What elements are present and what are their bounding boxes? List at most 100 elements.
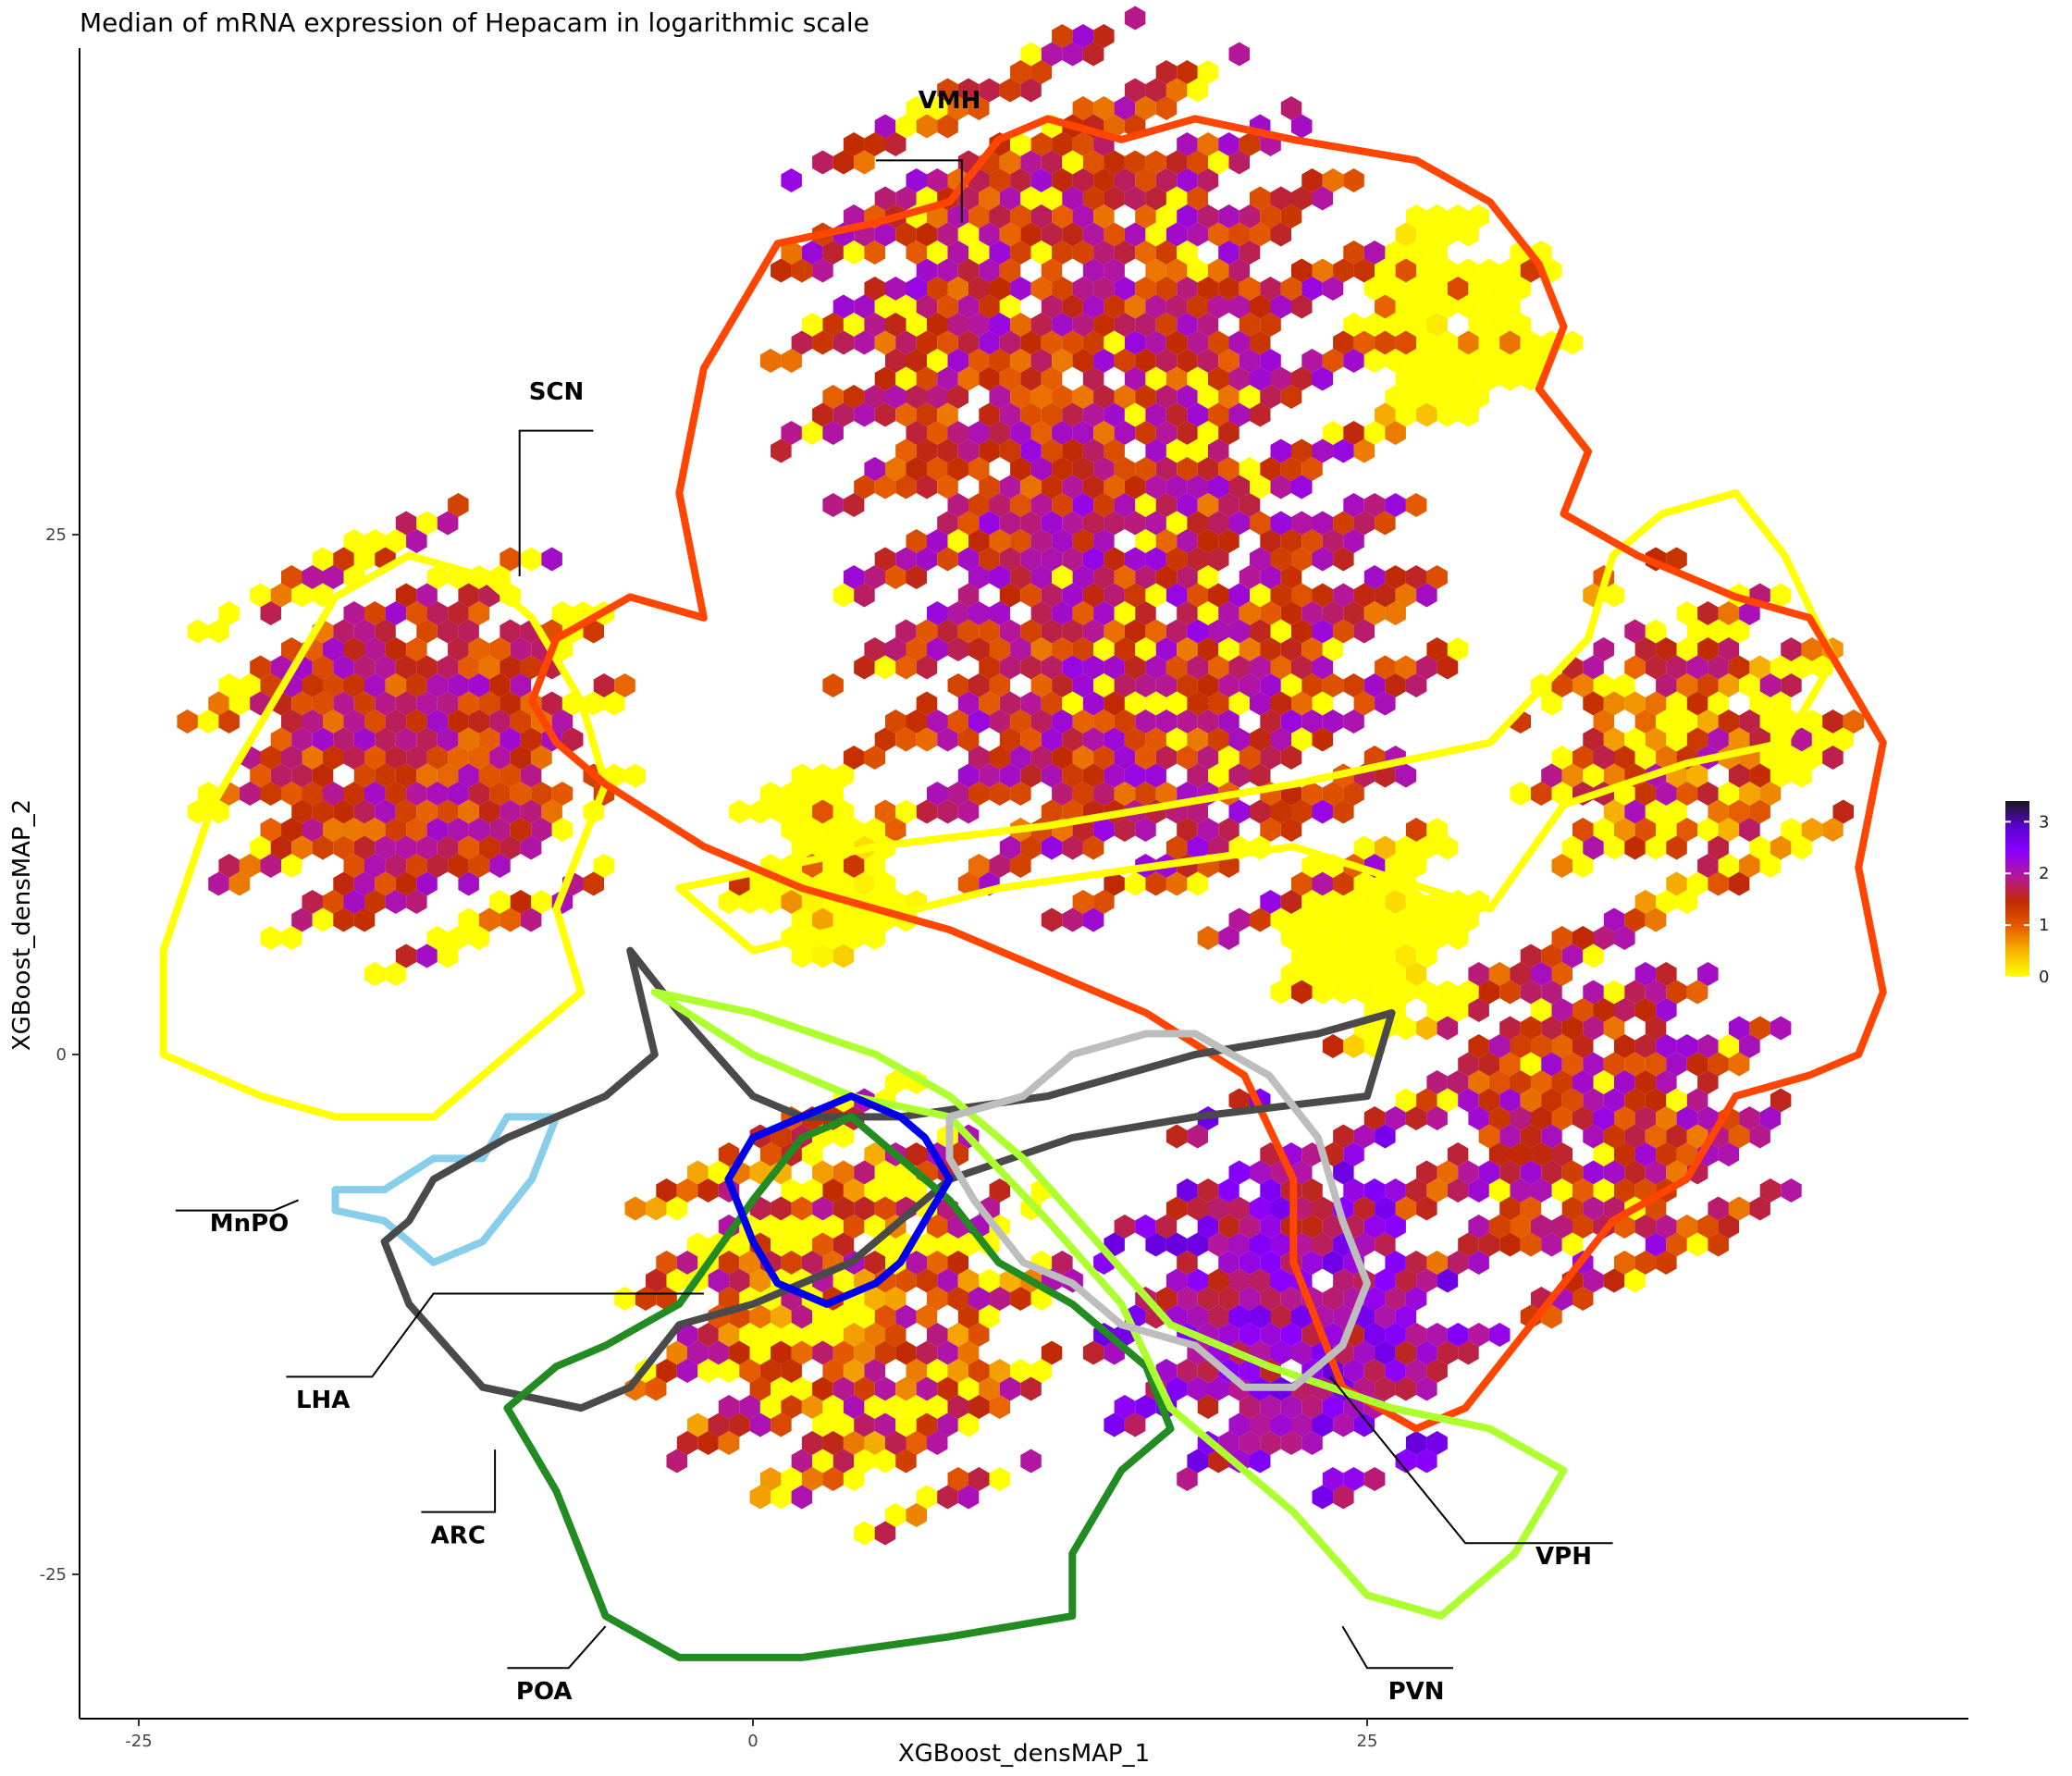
hex-bin — [1676, 890, 1698, 914]
hex-bin — [1801, 637, 1823, 661]
hex-bin — [906, 349, 927, 373]
hex-bin — [1250, 691, 1271, 716]
hex-bin — [771, 1412, 792, 1437]
hex-bin — [957, 366, 980, 391]
hex-bin — [937, 1412, 958, 1437]
hex-bin — [968, 313, 990, 337]
hex-bin — [1052, 349, 1073, 373]
y-tick-label: -25 — [40, 1565, 67, 1585]
hex-bin — [1114, 1395, 1136, 1419]
hex-bin — [1052, 673, 1073, 697]
hex-bin — [832, 871, 855, 896]
hex-bin — [364, 818, 386, 842]
hex-bin — [1124, 619, 1146, 644]
hex-bin — [1572, 1034, 1594, 1058]
hex-bin — [947, 349, 968, 373]
hex-bin — [1093, 818, 1115, 842]
hex-bin — [291, 763, 313, 788]
hex-bin — [927, 709, 948, 734]
hex-bin — [1656, 1251, 1677, 1275]
hex-bin — [1082, 366, 1104, 391]
hex-bin — [1145, 655, 1166, 680]
hex-bin — [1260, 1251, 1281, 1275]
hex-bin — [1239, 1323, 1261, 1347]
hex-bin — [832, 799, 855, 824]
hex-bin — [812, 330, 833, 355]
hex-bin — [947, 240, 968, 265]
hex-bin — [843, 1431, 865, 1455]
hex-bin — [1166, 438, 1188, 463]
hex-bin — [1708, 1052, 1729, 1077]
hex-bin — [323, 673, 344, 697]
hex-bin — [1052, 565, 1073, 589]
hex-bin — [781, 1359, 802, 1383]
hex-bin — [906, 457, 927, 481]
hex-bin — [854, 583, 875, 608]
hex-bin — [1239, 1251, 1261, 1275]
hex-bin — [1322, 1215, 1344, 1239]
hex-bin — [1458, 907, 1479, 932]
hex-bin — [1686, 1088, 1708, 1113]
hex-bin — [1093, 601, 1115, 625]
hex-bin — [1041, 222, 1063, 247]
hex-bin — [749, 799, 771, 824]
hex-bin — [1395, 1196, 1417, 1221]
hex-bin — [1250, 583, 1271, 608]
hex-bin — [1155, 240, 1178, 265]
hex-bin — [1499, 1160, 1521, 1185]
hex-bin — [489, 746, 511, 770]
hex-bin — [395, 835, 417, 860]
hex-bin — [1583, 944, 1604, 968]
hex-bin — [364, 782, 386, 806]
hex-bin — [1155, 1287, 1178, 1311]
hex-bin — [1488, 349, 1511, 373]
hex-bin — [406, 601, 427, 625]
hex-bin — [1280, 1287, 1302, 1311]
hex-bin — [864, 240, 885, 265]
hex-bin — [812, 799, 833, 824]
hex-bin — [1676, 709, 1698, 734]
hex-bin — [1395, 402, 1417, 427]
hex-bin — [343, 709, 364, 734]
hex-bin — [1561, 944, 1584, 968]
hex-bin — [957, 1340, 980, 1365]
hex-bin — [999, 294, 1021, 319]
hex-bin — [1166, 691, 1188, 716]
hex-bin — [968, 277, 990, 301]
hex-bin — [1093, 313, 1115, 337]
hex-bin — [687, 1340, 709, 1365]
hex-bin — [177, 709, 198, 734]
hex-bin — [302, 890, 323, 914]
hex-bin — [395, 727, 417, 752]
hex-bin — [989, 204, 1011, 228]
hex-bin — [208, 619, 229, 644]
hex-bin — [1072, 132, 1094, 156]
hex-bin — [1239, 637, 1261, 661]
hex-bin — [1437, 402, 1459, 427]
hex-bin — [353, 871, 376, 896]
hex-bin — [957, 222, 980, 247]
hex-bin — [927, 1395, 948, 1419]
hex-bin — [822, 493, 844, 517]
hex-bin — [885, 890, 906, 914]
hex-bin — [228, 691, 251, 716]
hex-bin — [1395, 330, 1417, 355]
x-tick-label: 0 — [747, 1732, 758, 1751]
hex-bin — [1437, 835, 1459, 860]
hex-bin — [1177, 313, 1198, 337]
hex-bin — [1155, 204, 1178, 228]
hex-bin — [1239, 673, 1261, 697]
hex-bin — [1520, 1124, 1542, 1149]
hex-bin — [458, 835, 479, 860]
hex-bin — [1072, 637, 1094, 661]
hex-bin — [1041, 835, 1063, 860]
x-tick-label: -25 — [125, 1732, 152, 1751]
hex-bin — [1187, 799, 1208, 824]
hex-bin — [906, 1431, 927, 1455]
hex-bin — [395, 944, 417, 968]
hex-bin — [1405, 493, 1427, 517]
hex-bin — [531, 818, 552, 842]
hex-bin — [771, 1196, 792, 1221]
hex-bin — [1437, 980, 1459, 1005]
hex-bin — [333, 835, 354, 860]
